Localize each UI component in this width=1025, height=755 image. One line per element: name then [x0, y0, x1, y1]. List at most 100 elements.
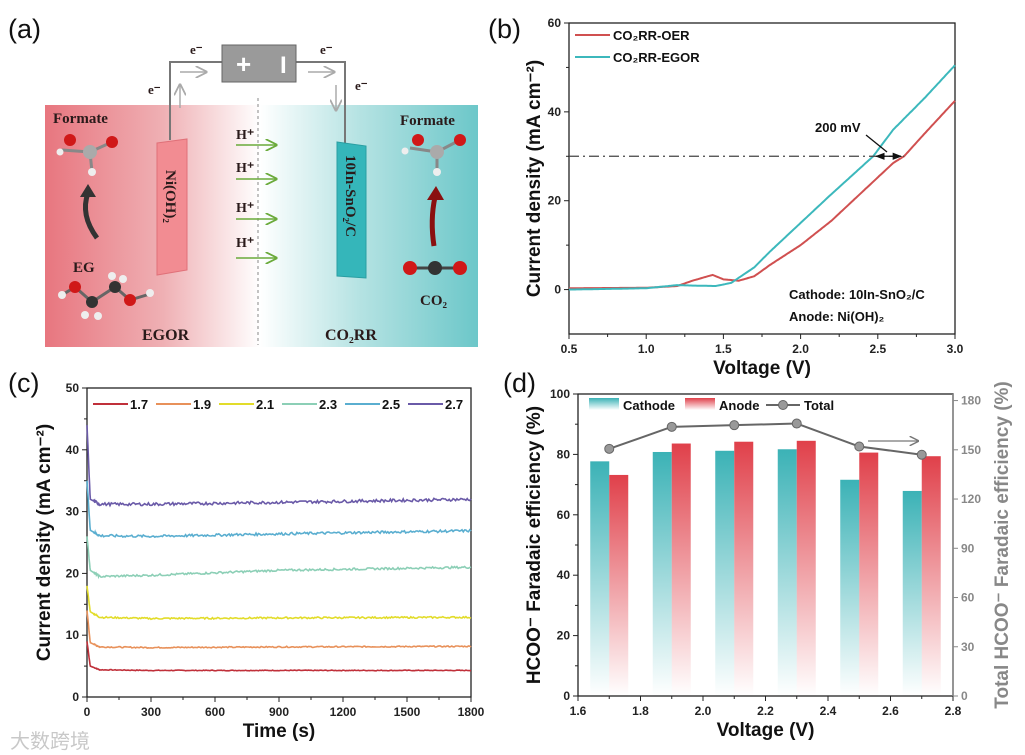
y-tick-label: 0 — [72, 690, 79, 704]
bar-anode — [921, 456, 941, 696]
cathode-electrode-label: 10In-SnO₂/C — [342, 155, 358, 237]
legend-label: 2.1 — [256, 397, 274, 412]
formate-molecule-icon — [56, 134, 118, 176]
co2-label: CO₂ — [420, 293, 448, 309]
bar-anode — [609, 474, 629, 696]
power-supply — [221, 44, 297, 83]
electron-label: e⁻ — [190, 42, 203, 57]
wire-right — [296, 61, 346, 143]
y-tick-label: 20 — [66, 566, 80, 580]
x-axis-label: Voltage (V) — [713, 358, 811, 379]
bar-cathode — [777, 449, 797, 696]
y-right-tick-label: 120 — [961, 492, 981, 506]
y-tick-label: 20 — [557, 629, 571, 643]
y-right-tick-label: 30 — [961, 640, 975, 654]
reaction-arrow-head-icon — [80, 184, 96, 197]
y-tick-label: 60 — [548, 16, 562, 30]
legend-label: 2.5 — [382, 397, 400, 412]
y-right-tick-label: 60 — [961, 591, 975, 605]
x-tick-label: 3.0 — [947, 342, 964, 356]
panel-label-c: (c) — [8, 368, 39, 398]
plot-frame — [86, 387, 472, 698]
y-axis-label: Current density (mA cm⁻²) — [34, 424, 55, 661]
x-tick-label: 1.5 — [715, 342, 732, 356]
proton-label: H⁺ — [236, 128, 254, 143]
legend-label: CO₂RR-EGOR — [613, 50, 700, 65]
panel-label-a: (a) — [8, 14, 41, 44]
proton-label: H⁺ — [236, 161, 254, 176]
total-point — [791, 418, 802, 429]
eg-label: EG — [73, 260, 95, 276]
co2-molecule-icon — [403, 261, 467, 275]
bar-cathode — [652, 451, 672, 696]
formate-label-right: Formate — [400, 113, 455, 129]
y-tick-label: 0 — [554, 283, 561, 297]
y-right-tick-label: 90 — [961, 541, 975, 555]
egor-label: EGOR — [142, 327, 190, 344]
y-right-tick-label: 0 — [961, 689, 968, 703]
bar-anode — [796, 440, 816, 696]
bar-cathode — [715, 450, 735, 696]
series-line-2.3 — [86, 536, 472, 580]
gap-pointer-line — [865, 134, 888, 153]
x-tick-label: 2.2 — [757, 704, 774, 718]
panel-c-chart: 0 300 600 900 1200 1500 1800 0 10 20 30 40 50 Time (s… — [34, 381, 485, 742]
bar-cathode — [902, 490, 922, 696]
x-tick-label: 2.6 — [882, 704, 899, 718]
electron-label: e⁻ — [320, 42, 333, 57]
y-tick-label: 50 — [66, 381, 80, 395]
legend-label: 1.9 — [193, 397, 211, 412]
x-axis-label: Time (s) — [243, 721, 316, 742]
x-tick-label: 2.0 — [695, 704, 712, 718]
panel-b-chart: 0.5 1.0 1.5 2.0 2.5 3.0 0 20 40 60 Voltage (V) Curr… — [524, 16, 964, 379]
y-tick-label: 30 — [66, 505, 80, 519]
y-tick-label: 100 — [550, 387, 570, 401]
bar-anode — [859, 452, 879, 696]
panel-label-b: (b) — [488, 14, 521, 44]
battery-minus: I — [280, 52, 287, 79]
y-right-axis-label: Total HCOO⁻ Faradaic efficiency (%) — [992, 381, 1013, 708]
wire-left — [169, 61, 222, 140]
bar-cathode — [590, 461, 610, 696]
legend-label: 1.7 — [130, 397, 148, 412]
y-axis-label: HCOO⁻ Faradaic efficiency (%) — [524, 406, 545, 684]
y-tick-label: 20 — [548, 194, 562, 208]
cathode-electrode — [336, 141, 367, 279]
series-line-2.5 — [86, 480, 472, 539]
proton-label: H⁺ — [236, 201, 254, 216]
x-tick-label: 1800 — [458, 705, 485, 719]
y-tick-label: 40 — [66, 443, 80, 457]
legend-label: Cathode — [623, 398, 675, 413]
x-tick-label: 300 — [141, 705, 161, 719]
anode-electrode-label: Ni(OH)₂ — [162, 170, 178, 223]
bar-anode — [671, 443, 691, 696]
electron-label: e⁻ — [355, 78, 368, 93]
cathode-chamber — [260, 105, 478, 347]
electron-label: e⁻ — [148, 82, 161, 97]
x-tick-label: 2.5 — [869, 342, 886, 356]
y-tick-label: 60 — [557, 508, 571, 522]
y-tick-label: 40 — [557, 568, 571, 582]
x-tick-label: 1.6 — [570, 704, 587, 718]
bar-cathode — [840, 479, 860, 696]
y-axis-label: Current density (mA cm⁻²) — [524, 60, 545, 297]
legend-swatch — [685, 398, 715, 410]
x-axis-label: Voltage (V) — [717, 720, 815, 741]
gap-annotation: 200 mV — [815, 120, 861, 135]
y-tick-label: 10 — [66, 628, 80, 642]
y-tick-label: 0 — [563, 689, 570, 703]
watermark-logo: 大数跨境 — [10, 730, 90, 753]
total-point — [604, 443, 615, 454]
total-point — [916, 449, 927, 460]
legend-label: Total — [804, 398, 834, 413]
legend-swatch — [589, 398, 619, 410]
y-tick-label: 80 — [557, 447, 571, 461]
x-tick-label: 900 — [269, 705, 289, 719]
legend-marker — [778, 400, 788, 410]
y-tick-label: 40 — [548, 105, 562, 119]
series-line-1 — [568, 64, 956, 291]
legend-label: 2.3 — [319, 397, 337, 412]
formate-label-left: Formate — [53, 111, 108, 127]
y-right-tick-label: 180 — [961, 394, 981, 408]
